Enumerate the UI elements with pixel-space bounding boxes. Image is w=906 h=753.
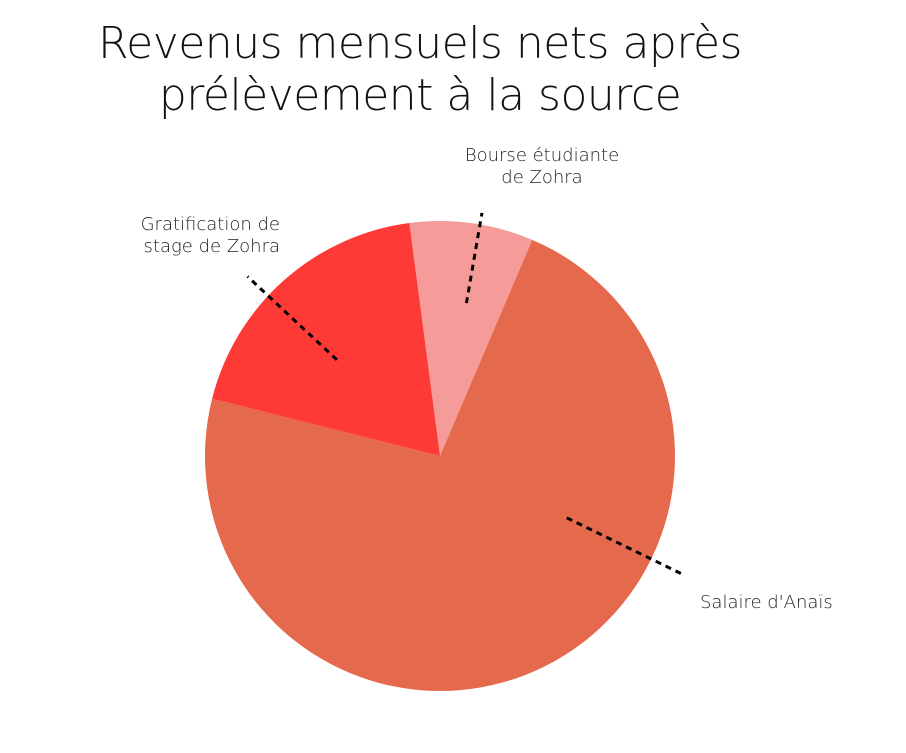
leader-lines [246, 212, 684, 576]
pie-slice-salaire [205, 239, 676, 691]
pie-slices [205, 220, 676, 691]
slice-label-bourse-line-2: de Zohra [501, 167, 583, 188]
slice-label-bourse: Bourse étudiante de Zohra [442, 145, 642, 189]
pie-slice-bourse [409, 220, 533, 456]
chart-title: Revenus mensuels nets après prélèvement … [70, 18, 770, 122]
slice-label-salaire-line-1: Salaire d'Anaïs [700, 592, 833, 613]
slice-label-salaire: Salaire d'Anaïs [700, 592, 880, 614]
leader-line-bourse [464, 212, 484, 304]
slice-label-bourse-line-1: Bourse étudiante [464, 145, 620, 166]
chart-title-line-2: prélèvement à la source [158, 70, 682, 121]
pie-slice-gratification [212, 223, 440, 456]
slice-label-gratification-line-2: stage de Zohra [143, 236, 280, 257]
chart-title-line-1: Revenus mensuels nets après [98, 18, 742, 69]
leader-line-gratification [246, 275, 338, 361]
slice-label-gratification: Gratification de stage de Zohra [90, 214, 280, 258]
slice-label-gratification-line-1: Gratification de [140, 214, 280, 235]
